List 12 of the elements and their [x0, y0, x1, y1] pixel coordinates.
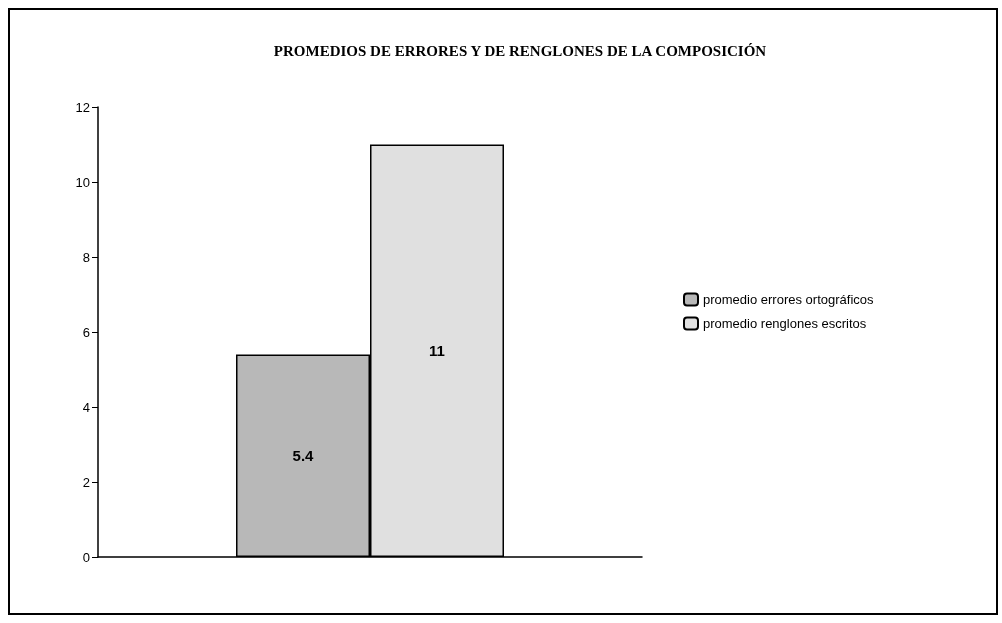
- chart-title: PROMEDIOS DE ERRORES Y DE RENGLONES DE LA COMPOSICIÓN: [273, 42, 767, 59]
- y-tick-label: 4: [82, 399, 90, 415]
- y-tick-label: 6: [82, 324, 90, 340]
- y-tick-label: 8: [82, 249, 90, 265]
- legend-label: promedio renglones escritos: [703, 316, 867, 331]
- y-tick-label: 10: [75, 174, 90, 190]
- data-label: 11: [429, 342, 445, 360]
- y-tick-label: 0: [82, 549, 90, 565]
- y-tick-label: 12: [75, 99, 90, 115]
- data-label: 5.4: [292, 447, 315, 465]
- legend-label: promedio errores ortográficos: [703, 292, 875, 307]
- y-tick-label: 2: [82, 474, 90, 490]
